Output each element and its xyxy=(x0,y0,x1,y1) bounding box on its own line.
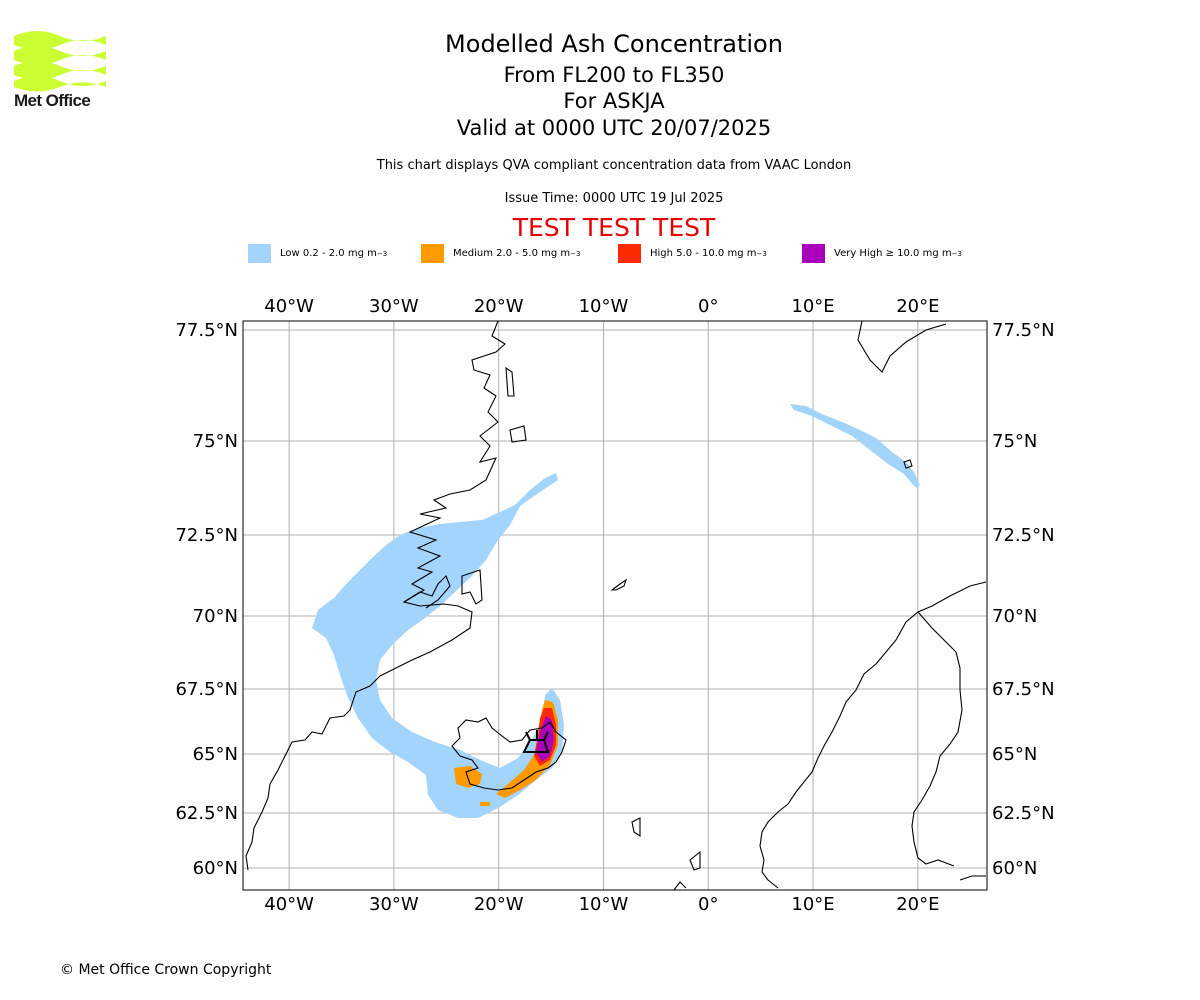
ash-medium-dot xyxy=(480,802,490,806)
coast-greenland xyxy=(245,321,506,871)
chart-title: Modelled Ash Concentration xyxy=(445,30,783,58)
legend-label-medium: Medium 2.0 - 5.0 mg m xyxy=(453,248,571,259)
ash-plume-low-main xyxy=(312,473,564,818)
map-grid xyxy=(243,321,987,890)
coast-scotland xyxy=(673,881,687,890)
legend-label-low: Low 0.2 - 2.0 mg m xyxy=(280,248,377,259)
lon-tick-label-top: 10°W xyxy=(579,296,629,317)
ash-patch-svalbard xyxy=(790,404,920,488)
lon-tick-label-bottom: 30°W xyxy=(369,894,419,915)
lon-tick-label-bottom: 10°E xyxy=(791,894,834,915)
coast-greenland-island-2 xyxy=(505,366,515,397)
met-office-logo-text: Met Office xyxy=(14,91,91,110)
lat-tick-label-left: 75°N xyxy=(193,431,238,452)
coast-svalbard xyxy=(857,321,947,373)
lat-tick-label-left: 65°N xyxy=(193,744,238,765)
coast-sweden xyxy=(911,611,963,867)
lon-tick-label-bottom: 20°W xyxy=(474,894,524,915)
legend-label-high: High 5.0 - 10.0 mg m xyxy=(650,248,757,259)
coast-bear-island xyxy=(903,459,913,469)
volcano-marker xyxy=(522,730,550,753)
lat-tick-label-right: 75°N xyxy=(992,431,1037,452)
coast-iceland xyxy=(451,717,567,791)
coast-faroe xyxy=(631,817,641,838)
lon-tick-label-bottom: 20°E xyxy=(896,894,939,915)
lat-tick-label-right: 72.5°N xyxy=(992,525,1055,546)
lon-tick-label-bottom: 0° xyxy=(698,894,718,915)
lon-tick-label-top: 30°W xyxy=(369,296,419,317)
lon-tick-label-top: 40°W xyxy=(264,296,314,317)
map-frame xyxy=(242,320,988,891)
lat-tick-label-right: 70°N xyxy=(992,606,1037,627)
lat-tick-label-right: 60°N xyxy=(992,858,1037,879)
lat-tick-label-left: 77.5°N xyxy=(175,320,238,341)
legend-swatch-low xyxy=(248,244,271,263)
copyright: © Met Office Crown Copyright xyxy=(60,962,272,978)
lon-tick-label-top: 20°W xyxy=(474,296,524,317)
issue-time: Issue Time: 0000 UTC 19 Jul 2025 xyxy=(504,191,724,206)
met-office-logo xyxy=(14,31,106,92)
legend-swatch-very-high xyxy=(802,244,825,263)
coast-finland-south xyxy=(959,875,986,881)
lon-tick-label-bottom: 10°W xyxy=(579,894,629,915)
lat-tick-label-right: 65°N xyxy=(992,744,1037,765)
coast-shetland xyxy=(689,850,701,871)
lat-tick-label-left: 60°N xyxy=(193,858,238,879)
coast-greenland-island xyxy=(461,569,483,605)
coast-norway xyxy=(759,581,987,889)
flight-levels: From FL200 to FL350 xyxy=(503,63,725,87)
lon-tick-label-top: 20°E xyxy=(896,296,939,317)
legend-item-very-high: Very High ≥ 10.0 mg m −3 xyxy=(802,244,962,263)
coastlines xyxy=(245,321,987,890)
legend-swatch-high xyxy=(618,244,641,263)
test-banner: TEST TEST TEST xyxy=(512,213,716,242)
coast-greenland-island-3 xyxy=(509,425,527,443)
lat-tick-label-left: 67.5°N xyxy=(175,679,238,700)
ash-layer-low xyxy=(312,404,920,818)
lat-tick-label-left: 72.5°N xyxy=(175,525,238,546)
lat-tick-label-right: 77.5°N xyxy=(992,320,1055,341)
legend-item-medium: Medium 2.0 - 5.0 mg m −3 xyxy=(421,244,580,263)
lon-tick-label-bottom: 40°W xyxy=(264,894,314,915)
legend-item-high: High 5.0 - 10.0 mg m −3 xyxy=(618,244,767,263)
coast-jan-mayen xyxy=(610,578,628,591)
lon-tick-label-top: 10°E xyxy=(791,296,834,317)
volcano-name: For ASKJA xyxy=(563,89,665,113)
map-tick-labels: 40°W 40°W 30°W 30°W 20°W 20°W 10°W 10°W 0° 0° 10°E… xyxy=(175,296,1054,915)
lon-tick-label-top: 0° xyxy=(698,296,718,317)
coast-greenland-fjord xyxy=(403,575,451,609)
description-text: This chart displays QVA compliant concen… xyxy=(376,158,852,173)
legend-label-very-high: Very High ≥ 10.0 mg m xyxy=(834,248,952,259)
lat-tick-label-right: 62.5°N xyxy=(992,803,1055,824)
lat-tick-label-right: 67.5°N xyxy=(992,679,1055,700)
legend-item-low: Low 0.2 - 2.0 mg m −3 xyxy=(248,244,387,263)
lat-tick-label-left: 70°N xyxy=(193,606,238,627)
legend-swatch-medium xyxy=(421,244,444,263)
valid-time: Valid at 0000 UTC 20/07/2025 xyxy=(456,116,772,140)
lat-tick-label-left: 62.5°N xyxy=(175,803,238,824)
